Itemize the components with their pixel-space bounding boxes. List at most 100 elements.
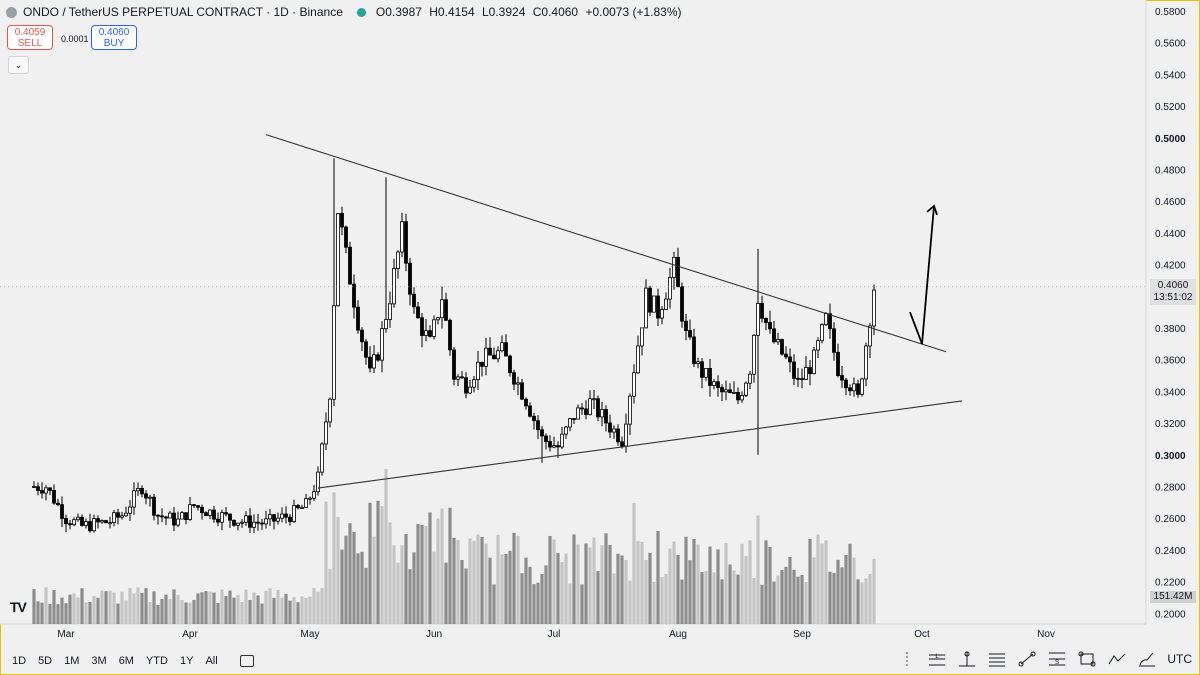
volume-bar	[756, 515, 760, 624]
candle	[420, 312, 424, 348]
volume-bar	[140, 592, 144, 624]
sell-button[interactable]: 0.4059 SELL	[7, 25, 53, 50]
trend-line-icon[interactable]	[1017, 650, 1037, 668]
volume-bar	[692, 538, 696, 624]
candle	[36, 482, 40, 496]
candle	[56, 498, 60, 507]
lower-trendline[interactable]	[317, 400, 963, 489]
price-tick-label: 0.3200	[1155, 419, 1186, 430]
candle	[788, 348, 792, 373]
buy-price: 0.4060	[98, 27, 130, 38]
range-ytd[interactable]: YTD	[145, 655, 168, 667]
price-tick-label: 0.3400	[1155, 387, 1186, 398]
candle	[684, 313, 688, 341]
candle	[532, 412, 536, 430]
candle	[628, 393, 632, 435]
rectangle-icon[interactable]	[1077, 650, 1097, 668]
volume-bar	[592, 537, 596, 624]
candle	[776, 332, 780, 345]
volume-bar	[636, 541, 640, 624]
drag-handle-icon[interactable]	[897, 650, 917, 668]
brush-icon[interactable]	[1137, 650, 1157, 668]
volume-bar	[236, 594, 240, 624]
candle	[604, 405, 608, 432]
volume-bar	[448, 507, 452, 624]
volume-bar	[508, 550, 512, 624]
candle	[136, 482, 140, 496]
candle	[596, 395, 600, 422]
candle	[488, 337, 492, 356]
upper-trendline[interactable]	[265, 134, 947, 353]
candles	[32, 158, 876, 534]
collapse-legend-button[interactable]: ⌄	[8, 56, 29, 74]
projection-arrow[interactable]	[909, 205, 935, 345]
candle	[480, 361, 484, 377]
range-all[interactable]: All	[205, 655, 218, 667]
volume-bar	[312, 587, 316, 624]
buy-button[interactable]: 0.4060 BUY	[91, 25, 137, 50]
volume-bar	[228, 590, 232, 624]
candle	[100, 519, 104, 524]
timezone-label[interactable]: UTC	[1167, 652, 1192, 666]
volume-bar	[384, 469, 388, 624]
change-value: +0.0073 (+1.83%)	[585, 5, 682, 19]
tradingview-logo[interactable]: TV	[10, 599, 27, 615]
time-axis[interactable]: Mar Apr May Jun Jul Aug Sep Oct Nov	[57, 629, 1055, 640]
candle	[640, 327, 644, 356]
candle	[292, 499, 296, 523]
volume-bar	[792, 569, 796, 624]
volume-bar	[668, 548, 672, 624]
candle	[32, 481, 36, 488]
range-1y[interactable]: 1Y	[179, 655, 194, 667]
volume-bar	[676, 554, 680, 624]
candle	[616, 424, 620, 446]
candle	[508, 354, 512, 377]
volume-bar	[244, 589, 248, 624]
candle	[496, 346, 500, 363]
range-3m[interactable]: 3M	[91, 655, 107, 667]
short-position-icon[interactable]: S	[1047, 650, 1067, 668]
go-to-date-icon[interactable]	[239, 655, 254, 667]
candle	[636, 335, 640, 374]
candle	[812, 346, 816, 375]
range-5d[interactable]: 5D	[38, 655, 53, 667]
volume-bar	[788, 556, 792, 624]
volume-bar	[712, 572, 716, 624]
volume-bar	[804, 581, 808, 624]
candle	[116, 508, 120, 525]
symbol-icon	[6, 6, 17, 18]
candle	[404, 213, 408, 272]
volume-bar	[648, 552, 652, 624]
range-1d[interactable]: 1D	[12, 655, 27, 667]
candle	[688, 319, 692, 340]
range-1m[interactable]: 1M	[64, 655, 80, 667]
candle	[756, 248, 760, 455]
candle	[92, 514, 96, 533]
volume-bar	[116, 603, 120, 624]
trendlines[interactable]	[0, 134, 1146, 489]
candle	[320, 442, 324, 476]
volume-bar	[288, 600, 292, 624]
volume-bar	[60, 597, 64, 624]
candle	[308, 496, 312, 505]
symbol-title[interactable]: ONDO / TetherUS PERPETUAL CONTRACT · 1D …	[23, 5, 343, 19]
candle	[440, 286, 444, 329]
horizontal-line-icon[interactable]	[957, 650, 977, 668]
volume-bar	[500, 554, 504, 624]
price-chart[interactable]: 0.5800 0.5600 0.5400 0.5200 0.5000 0.4800 0.46…	[0, 0, 1200, 648]
time-tick-label: Sep	[793, 629, 811, 640]
volume-bar	[336, 517, 340, 624]
volume-bar	[292, 597, 296, 624]
fib-retracement-icon[interactable]	[987, 650, 1007, 668]
volume-bar	[376, 500, 380, 624]
path-icon[interactable]	[1107, 650, 1127, 668]
volume-bar	[84, 602, 88, 624]
candle	[280, 507, 284, 523]
long-position-icon[interactable]: L	[927, 650, 947, 668]
range-6m[interactable]: 6M	[118, 655, 134, 667]
volume-bar	[544, 565, 548, 624]
volume-bar	[40, 602, 44, 624]
volume-bar	[840, 567, 844, 624]
time-tick-label: Mar	[57, 629, 75, 640]
price-axis[interactable]: 0.5800 0.5600 0.5400 0.5200 0.5000 0.4800 0.46…	[1155, 7, 1186, 620]
